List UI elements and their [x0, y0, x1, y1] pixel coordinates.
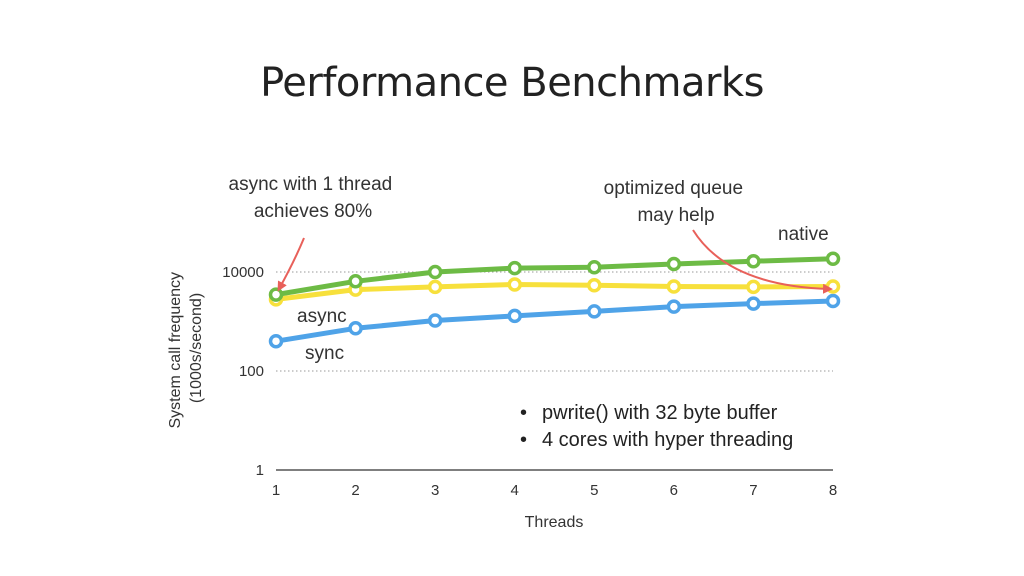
point-native	[825, 251, 841, 267]
point-async	[746, 279, 761, 295]
note-pwrite: pwrite() with 32 byte buffer	[520, 400, 793, 427]
y-tick-label: 10000	[222, 264, 264, 281]
y-axis-title: System call frequency (1000s/second)	[167, 268, 205, 429]
line-native	[273, 256, 836, 298]
point-sync	[666, 299, 682, 314]
annotation-optimized-queue: optimized queue may help	[604, 178, 749, 226]
series-native	[268, 251, 841, 302]
point-sync	[427, 313, 443, 328]
annotation-1-line-1: async with 1 thread	[229, 174, 393, 195]
gridlines	[276, 271, 833, 372]
series-lines	[268, 251, 841, 349]
point-sync	[587, 304, 602, 319]
series-sync	[268, 293, 841, 349]
annotation-async-one-thread: async with 1 thread achieves 80%	[229, 174, 398, 222]
x-axis-title: Threads	[525, 514, 584, 531]
y-axis-title-line-1: System call frequency	[167, 272, 184, 429]
point-native	[348, 274, 363, 289]
point-sync	[746, 296, 761, 311]
y-tick-labels: 1 100 10000	[222, 264, 264, 479]
point-native	[268, 287, 284, 302]
y-axis-title-line-2: (1000s/second)	[188, 293, 205, 403]
point-sync	[507, 308, 522, 324]
point-async	[666, 279, 682, 294]
point-native	[746, 253, 761, 269]
point-async	[587, 277, 602, 293]
x-tick-label: 8	[829, 482, 837, 499]
point-native	[587, 259, 602, 275]
y-tick-label: 100	[239, 363, 264, 380]
x-tick-labels: 1 2 3 4 5 6 7 8	[272, 482, 837, 499]
point-async	[507, 277, 522, 292]
x-tick-label: 6	[670, 482, 678, 499]
x-tick-label: 3	[431, 482, 439, 499]
annotation-2-arrow	[692, 229, 833, 294]
notes-list: pwrite() with 32 byte buffer 4 cores wit…	[520, 400, 793, 454]
y-tick-label: 1	[256, 462, 264, 479]
x-tick-label: 1	[272, 482, 280, 499]
point-native	[666, 256, 682, 272]
point-native	[507, 260, 522, 276]
point-sync	[348, 321, 363, 336]
point-async	[825, 279, 841, 294]
annotation-1-arrow	[277, 237, 305, 292]
x-tick-label: 4	[511, 482, 519, 499]
series-label-sync: sync	[305, 343, 344, 364]
x-tick-label: 5	[590, 482, 598, 499]
point-sync	[825, 293, 841, 309]
point-native	[427, 264, 443, 280]
point-sync	[268, 333, 284, 349]
line-async	[273, 282, 836, 302]
series-label-async: async	[297, 306, 347, 327]
x-tick-label: 7	[749, 482, 757, 499]
annotation-1-line-2: achieves 80%	[254, 201, 372, 222]
x-tick-label: 2	[351, 482, 359, 499]
point-async	[427, 279, 443, 295]
annotation-2-line-2: may help	[637, 205, 714, 226]
note-cores: 4 cores with hyper threading	[520, 427, 793, 454]
annotation-2-line-1: optimized queue	[604, 178, 743, 199]
slide-title: Performance Benchmarks	[260, 60, 764, 106]
series-label-native: native	[778, 224, 829, 245]
line-sync	[273, 298, 836, 344]
